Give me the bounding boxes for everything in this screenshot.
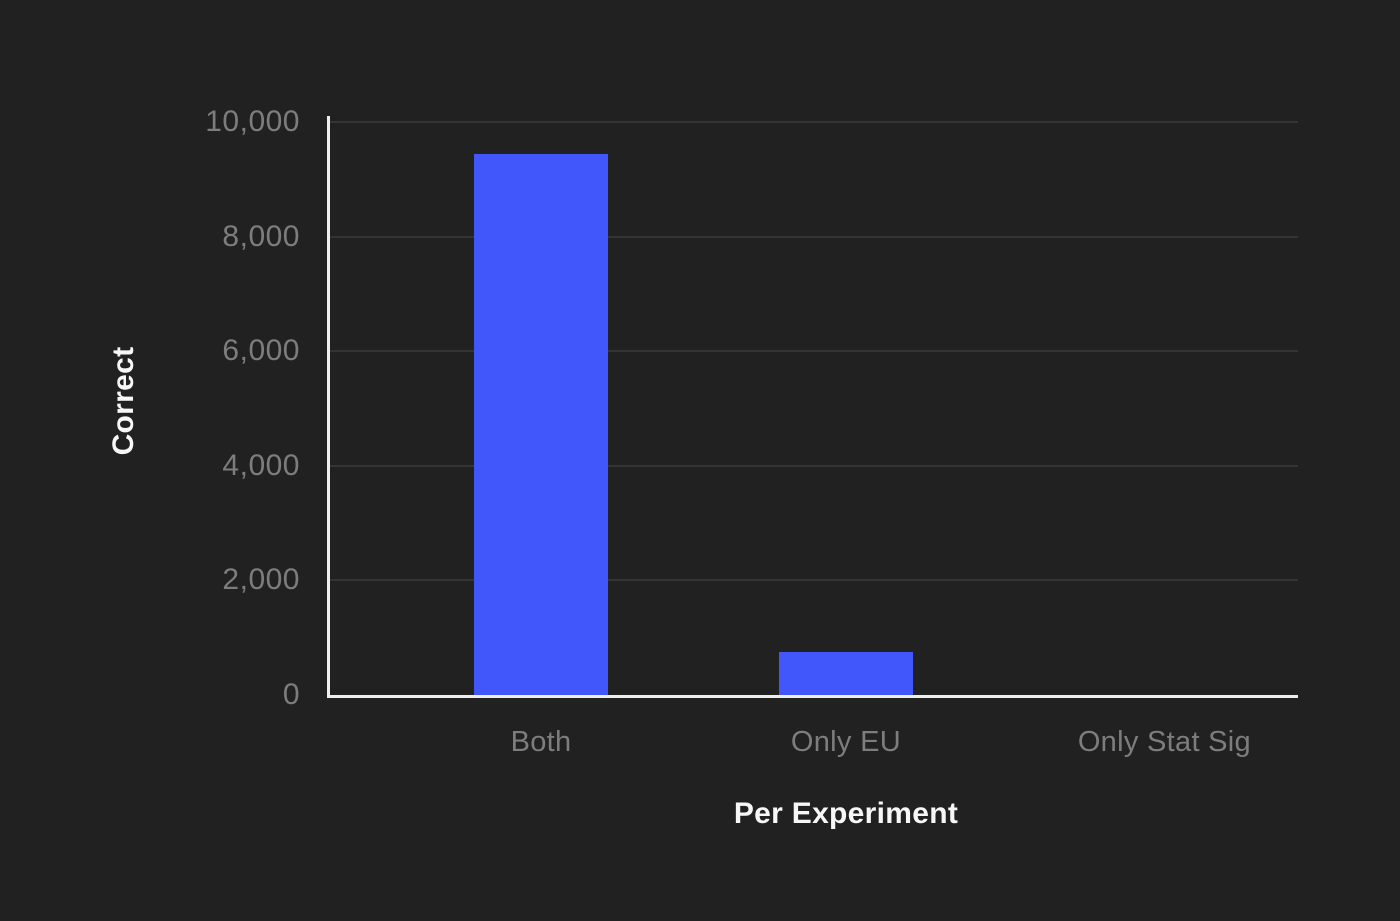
y-tick-label: 6,000 (222, 334, 300, 368)
gridline-4,000 (330, 464, 1298, 467)
x-axis-line (327, 695, 1298, 698)
bar-both (474, 153, 609, 695)
gridline-8,000 (330, 235, 1298, 238)
gridline-6,000 (330, 350, 1298, 353)
y-tick-label: 10,000 (205, 105, 300, 138)
gridline-10,000 (330, 121, 1298, 123)
y-tick-label: 8,000 (222, 219, 300, 253)
x-category-label: Both (510, 726, 572, 758)
bar-only-eu (778, 652, 913, 695)
y-axis-ticks: 0 2,000 4,000 6,000 8,000 10,000 (0, 105, 300, 711)
y-tick-label: 4,000 (222, 448, 300, 482)
x-category-label: Only Stat Sig (1077, 726, 1251, 758)
x-axis-labels: Both Only EU Only Stat Sig (330, 723, 1298, 767)
x-category-label: Only EU (790, 726, 901, 758)
y-tick-label: 2,000 (222, 563, 300, 597)
plot-area (327, 116, 1298, 698)
gridline-2,000 (330, 579, 1298, 582)
x-axis-title: Per Experiment (733, 797, 959, 830)
y-axis-line (327, 116, 330, 698)
y-tick-label: 0 (282, 678, 300, 711)
